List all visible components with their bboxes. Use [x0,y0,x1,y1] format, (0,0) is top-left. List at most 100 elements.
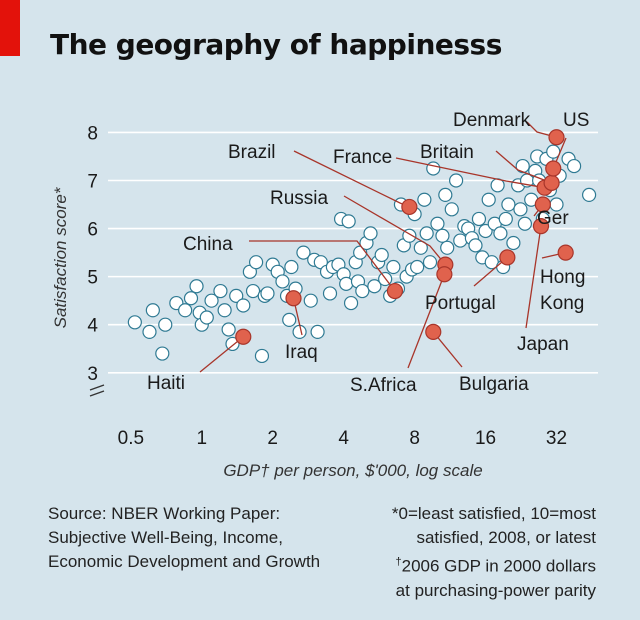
data-point [517,216,533,231]
country-label: Iraq [285,342,318,363]
data-point [430,216,445,231]
data-point [498,211,513,227]
footnote-line: †2006 GDP in 2000 dollars [296,550,597,579]
leader-line [249,240,396,292]
data-point [341,214,356,229]
y-axis-title: Satisfaction score* [51,186,70,328]
data-point [236,298,251,313]
country-label: Ger [537,208,569,229]
data-point [189,279,204,294]
x-tick-label: 2 [267,428,278,449]
highlight-point [425,323,442,341]
highlight-point [545,160,562,177]
data-point [213,283,228,299]
chart-svg: 3 4 5 6 7 8 0.5 1 2 4 8 16 32 Satisfaction score* GDP†… [51,110,598,480]
data-point [254,348,270,364]
data-point [145,303,160,318]
brand-tag [0,0,20,56]
data-point [217,303,232,318]
x-tick-label: 32 [546,428,567,449]
data-point [566,158,582,174]
data-point [221,322,236,337]
country-label: Bulgaria [459,374,529,395]
data-point [260,286,275,301]
data-point [444,202,459,217]
leader-line [199,336,244,373]
data-point [386,259,401,275]
data-point [481,192,496,207]
x-tick-label: 16 [475,428,496,449]
data-point [471,211,487,227]
data-point [515,158,530,174]
data-point [322,286,338,301]
y-tick-label: 3 [87,364,98,385]
data-point [478,223,493,239]
data-point [245,283,261,299]
y-tick-label: 4 [87,316,98,337]
country-label: US [563,110,589,131]
highlight-point [532,218,550,235]
data-point [248,255,264,270]
data-point [426,161,441,176]
data-point [581,187,597,203]
data-point [199,310,214,325]
chart-title: The geography of happinesss [50,28,502,61]
data-point [296,245,311,260]
footnotes: *0=least satisfied, 10=most satisfied, 2… [296,502,596,603]
data-point [225,336,240,352]
y-tick-label: 8 [87,123,98,144]
data-point [410,259,425,275]
data-point [422,255,438,270]
leader-line [395,157,545,189]
data-point [374,247,389,263]
axis-break-stroke [89,384,105,391]
y-tick-label: 6 [87,220,98,241]
country-label: Portugal [425,293,496,314]
x-tick-label: 0.5 [118,428,144,449]
axis-break-stroke [89,390,105,397]
data-point [282,312,297,327]
country-label: Denmark [453,110,531,131]
x-axis-title: GDP† per person, $'000, log scale [223,461,482,480]
highlight-point [386,282,404,300]
highlight-point [557,244,574,261]
leader-line [495,150,552,184]
highlight-point [499,249,516,266]
source-note: Source: NBER Working Paper: Subjective W… [48,504,321,571]
data-point [440,240,455,255]
data-point [355,283,370,299]
country-label: France [333,147,392,168]
x-tick-label: 1 [196,428,207,449]
data-point [284,259,299,275]
leader-line [407,273,445,369]
data-point [435,228,450,243]
highlight-point [534,196,551,213]
x-tick-label: 8 [409,428,420,449]
data-point [468,238,483,253]
data-point [419,226,434,241]
data-point [155,346,170,361]
country-label: S.Africa [350,375,417,396]
country-label: Kong [540,293,584,314]
data-point [449,173,464,188]
data-point [204,293,219,308]
data-point [513,202,528,217]
data-point [438,187,453,203]
data-point [506,235,521,251]
footnote-line: at purchasing-power parity [395,580,596,600]
data-point [158,317,173,332]
footnote-text: 2006 GDP in 2000 dollars [401,556,596,576]
dagger-mark: † [395,556,402,568]
country-label: Britain [420,142,474,163]
x-tick-label: 4 [338,428,349,449]
country-label: Hong [540,267,585,288]
data-point [363,226,378,241]
data-point [178,303,193,318]
highlight-point [285,290,302,307]
data-point [339,276,354,291]
footnote-line: satisfied, 2008, or latest [416,528,596,547]
data-point [343,295,359,311]
data-point [183,291,199,306]
highlight-point [235,328,252,345]
highlight-point [543,174,560,191]
